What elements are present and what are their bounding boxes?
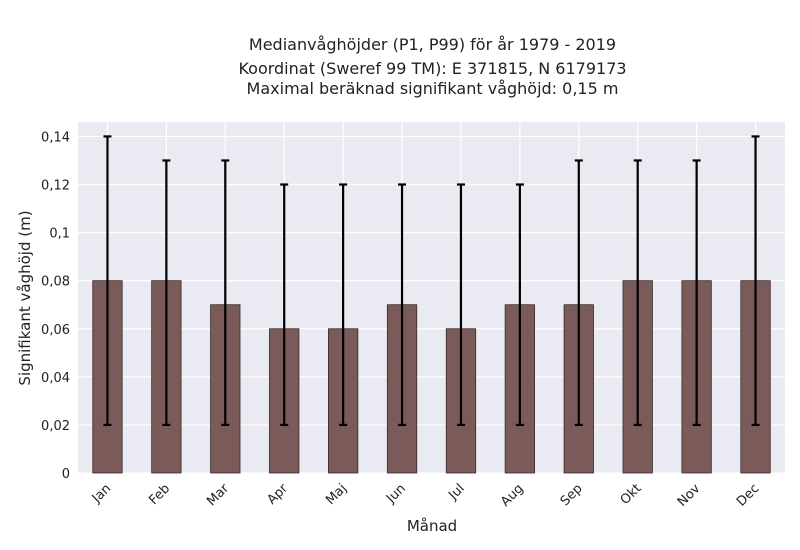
x-tick-label-aug: Aug (498, 481, 527, 510)
x-tick-label-jan: Jan (89, 481, 114, 506)
x-tick-label-nov: Nov (675, 481, 704, 510)
plot-area (78, 122, 785, 473)
errorbar-sep (574, 159, 583, 427)
y-axis-label: Signifikant våghöjd (m) (16, 210, 34, 385)
errorbar-apr (280, 183, 289, 427)
errorbar-jul (456, 183, 465, 427)
y-tick-label: 0 (62, 467, 70, 482)
x-tick-label-maj: Maj (323, 481, 350, 508)
title-line-1-text: Medianvåghöjder (P1, P99) för år 1979 - … (248, 35, 617, 54)
errorbar-nov (692, 159, 701, 427)
y-tick-label: 0,04 (41, 371, 70, 386)
errorbar-okt (633, 159, 642, 427)
chart-title-line-3: Maximal beräknad signifikant våghöjd: 0,… (246, 79, 619, 98)
y-tick-label: 0,14 (41, 130, 70, 145)
errorbar-jan (103, 135, 112, 427)
x-tick-label-okt: Okt (618, 481, 645, 508)
errorbar-feb (162, 159, 171, 427)
errorbars-layer (103, 135, 760, 427)
chart-title-line-2: Koordinat (Sweref 99 TM): E 371815, N 61… (238, 59, 627, 78)
x-tick-label-feb: Feb (146, 481, 173, 508)
x-tick-label-jun: Jun (383, 481, 409, 507)
x-tick-label-jul: Jul (445, 481, 467, 503)
errorbar-aug (515, 183, 524, 427)
y-tick-label: 0,02 (41, 419, 70, 434)
x-tick-label-apr: Apr (265, 481, 292, 508)
y-tick-label: 0,08 (41, 275, 70, 290)
x-tick-label-mar: Mar (204, 481, 232, 509)
errorbar-maj (339, 183, 348, 427)
chart-title-line-1: Medianvåghöjder (P1, P99) för år 1979 - … (80, 35, 785, 54)
y-axis-ticks: 0 0,02 0,04 0,06 0,08 0,1 0,12 0,14 (41, 130, 70, 482)
x-tick-label-sep: Sep (558, 481, 586, 509)
x-axis-label: Månad (407, 517, 457, 535)
errorbar-jun (398, 183, 407, 427)
y-tick-label: 0,12 (41, 179, 70, 194)
x-tick-label-dec: Dec (734, 481, 762, 509)
x-axis-ticks: Jan Feb Mar Apr Maj Jun Jul Aug Sep Okt Nov Dec (89, 481, 763, 510)
y-tick-label: 0,1 (49, 227, 70, 242)
errorbar-dec (751, 135, 760, 427)
errorbar-mar (221, 159, 230, 427)
y-tick-label: 0,06 (41, 323, 70, 338)
